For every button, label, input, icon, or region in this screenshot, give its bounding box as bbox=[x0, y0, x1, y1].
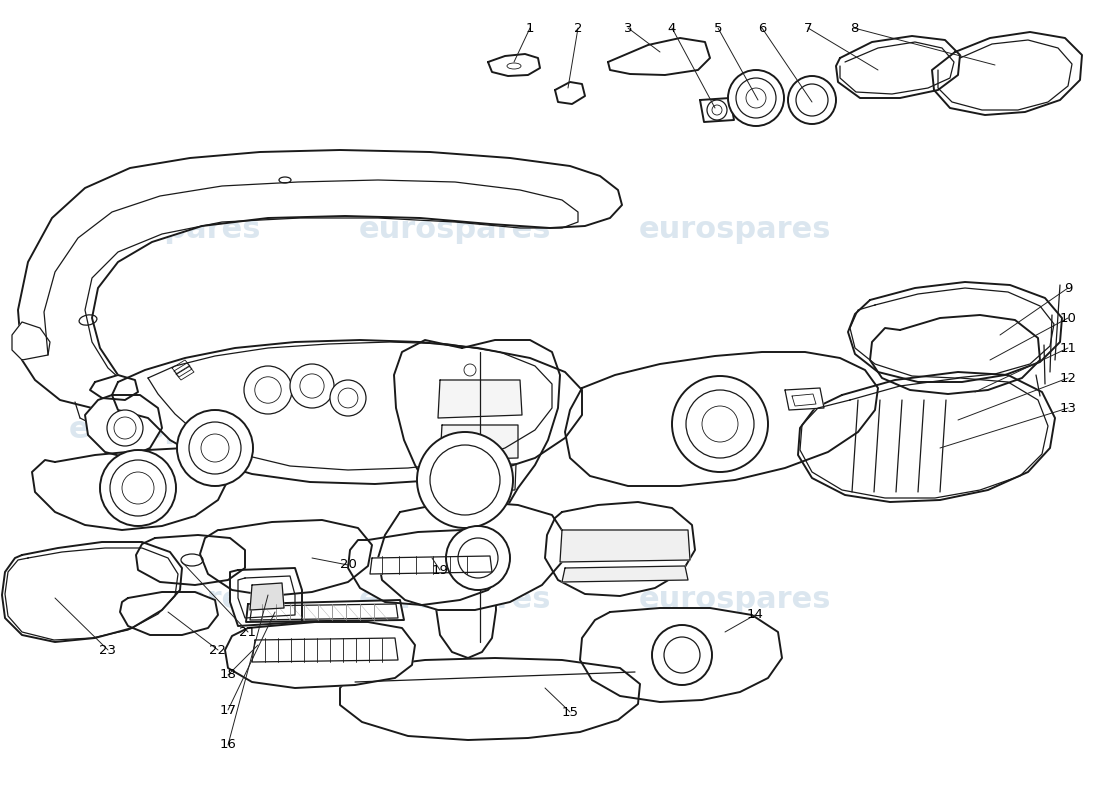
Circle shape bbox=[290, 364, 334, 408]
Text: eurospares: eurospares bbox=[68, 586, 262, 614]
Text: 1: 1 bbox=[526, 22, 535, 34]
Circle shape bbox=[446, 526, 510, 590]
Text: 14: 14 bbox=[747, 609, 763, 622]
Polygon shape bbox=[560, 530, 690, 562]
Text: eurospares: eurospares bbox=[68, 215, 262, 245]
Text: 21: 21 bbox=[240, 626, 256, 638]
Polygon shape bbox=[848, 282, 1062, 382]
Polygon shape bbox=[32, 448, 228, 530]
Polygon shape bbox=[798, 372, 1055, 502]
Polygon shape bbox=[12, 322, 50, 360]
Polygon shape bbox=[226, 622, 415, 688]
Text: eurospares: eurospares bbox=[639, 215, 832, 245]
Text: 15: 15 bbox=[561, 706, 579, 718]
Polygon shape bbox=[394, 340, 560, 658]
Polygon shape bbox=[85, 395, 162, 458]
Text: 6: 6 bbox=[758, 22, 767, 34]
Text: 2: 2 bbox=[574, 22, 582, 34]
Circle shape bbox=[788, 76, 836, 124]
Polygon shape bbox=[785, 388, 824, 410]
Polygon shape bbox=[18, 150, 622, 410]
Polygon shape bbox=[608, 38, 710, 75]
Circle shape bbox=[177, 410, 253, 486]
Text: 23: 23 bbox=[99, 643, 117, 657]
Text: eurospares: eurospares bbox=[68, 415, 262, 445]
Polygon shape bbox=[544, 502, 695, 596]
Polygon shape bbox=[562, 566, 688, 582]
Text: eurospares: eurospares bbox=[639, 415, 832, 445]
Circle shape bbox=[672, 376, 768, 472]
Text: 5: 5 bbox=[714, 22, 723, 34]
Polygon shape bbox=[565, 352, 878, 486]
Text: 3: 3 bbox=[624, 22, 632, 34]
Text: 8: 8 bbox=[850, 22, 858, 34]
Text: 7: 7 bbox=[804, 22, 812, 34]
Text: eurospares: eurospares bbox=[359, 215, 551, 245]
Text: 17: 17 bbox=[220, 703, 236, 717]
Polygon shape bbox=[438, 380, 522, 418]
Circle shape bbox=[330, 380, 366, 416]
Circle shape bbox=[100, 450, 176, 526]
Polygon shape bbox=[932, 32, 1082, 115]
Circle shape bbox=[707, 100, 727, 120]
Text: 4: 4 bbox=[668, 22, 676, 34]
Text: 22: 22 bbox=[209, 643, 227, 657]
Circle shape bbox=[728, 70, 784, 126]
Polygon shape bbox=[90, 375, 138, 400]
Polygon shape bbox=[700, 98, 734, 122]
Circle shape bbox=[244, 366, 292, 414]
Circle shape bbox=[417, 432, 513, 528]
Text: eurospares: eurospares bbox=[639, 586, 832, 614]
Polygon shape bbox=[556, 82, 585, 104]
Text: 13: 13 bbox=[1059, 402, 1077, 414]
Text: 11: 11 bbox=[1059, 342, 1077, 354]
Polygon shape bbox=[488, 54, 540, 76]
Polygon shape bbox=[370, 556, 492, 574]
Polygon shape bbox=[136, 535, 245, 585]
Text: 16: 16 bbox=[220, 738, 236, 751]
Text: eurospares: eurospares bbox=[359, 586, 551, 614]
Polygon shape bbox=[250, 583, 284, 610]
Polygon shape bbox=[443, 464, 516, 492]
Text: 12: 12 bbox=[1059, 371, 1077, 385]
Polygon shape bbox=[870, 315, 1040, 394]
Circle shape bbox=[652, 625, 712, 685]
Circle shape bbox=[107, 410, 143, 446]
Polygon shape bbox=[230, 568, 302, 626]
Polygon shape bbox=[252, 638, 398, 662]
Text: eurospares: eurospares bbox=[359, 415, 551, 445]
Text: 19: 19 bbox=[431, 563, 449, 577]
Polygon shape bbox=[440, 425, 518, 460]
Polygon shape bbox=[120, 592, 218, 635]
Polygon shape bbox=[580, 608, 782, 702]
Polygon shape bbox=[2, 542, 182, 642]
Polygon shape bbox=[112, 340, 582, 484]
Polygon shape bbox=[836, 36, 960, 98]
Text: 20: 20 bbox=[340, 558, 356, 571]
Text: 10: 10 bbox=[1059, 311, 1077, 325]
Polygon shape bbox=[200, 520, 372, 596]
Polygon shape bbox=[378, 502, 565, 610]
Polygon shape bbox=[348, 530, 508, 605]
Text: 18: 18 bbox=[220, 669, 236, 682]
Polygon shape bbox=[340, 658, 640, 740]
Polygon shape bbox=[246, 600, 404, 622]
Text: 9: 9 bbox=[1064, 282, 1072, 294]
